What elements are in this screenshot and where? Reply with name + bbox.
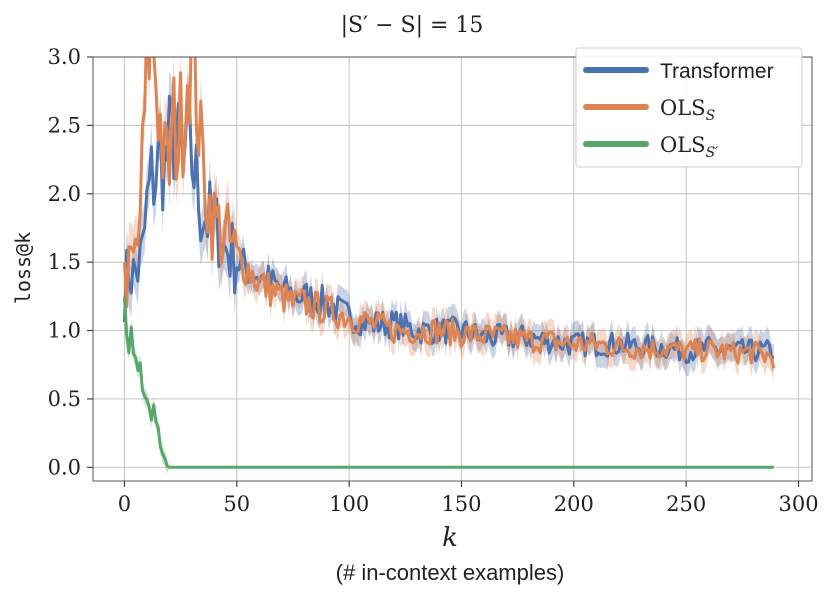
y-tick-label: 3.0 xyxy=(48,45,81,69)
legend-sub-ols-s-prime: S′ xyxy=(706,145,720,161)
x-axis-label: k xyxy=(442,523,458,553)
series-line-1 xyxy=(123,57,776,369)
y-tick-label: 2.0 xyxy=(48,182,81,206)
y-tick-label: 0.0 xyxy=(48,455,81,479)
legend-box xyxy=(575,47,803,168)
y-tick-label: 1.0 xyxy=(48,319,81,343)
y-tick-label: 2.5 xyxy=(48,113,81,137)
x-tick-label: 50 xyxy=(223,492,250,516)
x-tick-label: 250 xyxy=(666,492,706,516)
x-axis-sublabel: (# in-context examples) xyxy=(336,560,565,585)
x-tick-label: 150 xyxy=(441,492,481,516)
chart-title: |S′ − S| = 15 xyxy=(341,13,484,38)
legend-sub-ols-s: S xyxy=(706,108,716,124)
x-tick-label: 200 xyxy=(554,492,594,516)
x-tick-label: 100 xyxy=(329,492,369,516)
y-axis-label: loss@k xyxy=(11,232,35,304)
x-tick-label: 0 xyxy=(118,492,131,516)
plot-frame xyxy=(92,56,813,482)
legend-label-transformer: Transformer xyxy=(660,60,774,83)
x-tick-label: 300 xyxy=(778,492,818,516)
y-tick-label: 0.5 xyxy=(48,387,81,411)
legend-label-ols-s-prime: OLSS′ xyxy=(660,133,719,161)
series-line-2 xyxy=(123,297,774,469)
series-lines xyxy=(123,57,776,469)
legend-label-ols-s: OLSS xyxy=(660,96,715,124)
y-tick-label: 1.5 xyxy=(48,250,81,274)
band-1 xyxy=(124,57,774,382)
legend: Transformer OLSS OLSS′ xyxy=(575,47,803,168)
axis-ticks: 0 50 100 150 200 250 300 0.0 0.5 1.0 1.5 2.0 2.5 3.0 xyxy=(48,45,819,516)
